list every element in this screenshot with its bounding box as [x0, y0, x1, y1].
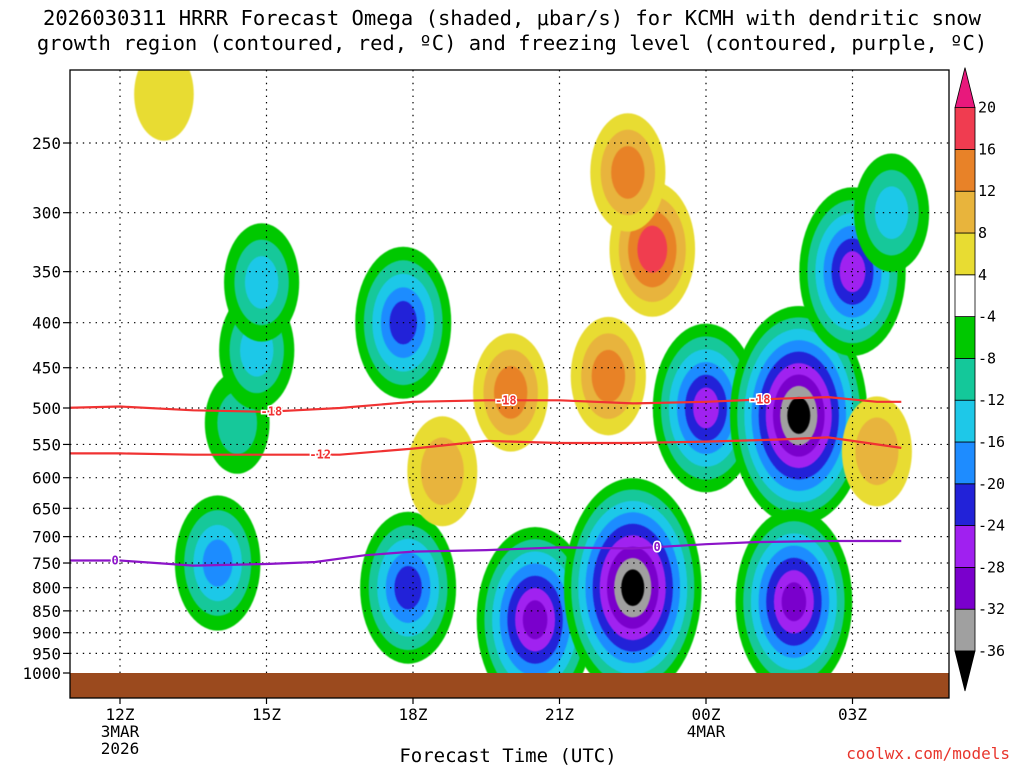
- x-tick-label-12Z: 12Z: [106, 705, 135, 724]
- omega-shading-11-3: [637, 225, 668, 273]
- omega-shading-13-8: [621, 569, 645, 606]
- x-tick-label-00Z: 00Z: [692, 705, 721, 724]
- y-tick-label-500: 500: [32, 399, 61, 418]
- colorbar-label-20: 20: [978, 99, 996, 117]
- colorbar-bin-2: [954, 567, 976, 610]
- x-tick-label-15Z: 15Z: [252, 705, 281, 724]
- y-tick-label-750: 750: [32, 554, 61, 573]
- omega-shading-3-2: [244, 256, 279, 309]
- colorbar-label--12: -12: [978, 391, 1005, 409]
- omega-shading-8-6: [522, 600, 548, 640]
- y-tick-label-450: 450: [32, 359, 61, 378]
- omega-shading-15-8: [787, 397, 811, 434]
- y-tick-label-950: 950: [32, 644, 61, 663]
- omega-shading-12-2: [611, 146, 645, 199]
- omega-shading-0-0: [134, 70, 194, 141]
- omega-shading-14-5: [693, 387, 719, 429]
- colorbar-label-12: 12: [978, 182, 996, 200]
- contour-label--18-2: -18: [749, 393, 771, 407]
- omega-shading-17-5: [839, 251, 866, 293]
- colorbar-label--20: -20: [978, 475, 1005, 493]
- y-tick-label-400: 400: [32, 314, 61, 333]
- x-tick-sublabel-12Z-1: 2026: [101, 739, 140, 758]
- colorbar-label--28: -28: [978, 558, 1005, 576]
- y-tick-label-700: 700: [32, 528, 61, 547]
- chart-title-line-1: 2026030311 HRRR Forecast Omega (shaded, …: [43, 6, 981, 30]
- colorbar-label--8: -8: [978, 349, 996, 367]
- y-tick-label-650: 650: [32, 499, 61, 518]
- y-tick-label-800: 800: [32, 579, 61, 598]
- y-tick-label-350: 350: [32, 263, 61, 282]
- omega-shading-6-4: [394, 565, 422, 610]
- colorbar-bin-11: [954, 190, 976, 234]
- colorbar-max-triangle: [954, 67, 976, 108]
- colorbar-label--4: -4: [978, 308, 996, 326]
- omega-shading-7-2: [493, 366, 528, 419]
- omega-shading-10-2: [591, 349, 626, 403]
- colorbar-bin-1: [954, 608, 976, 652]
- colorbar-label-16: 16: [978, 140, 996, 158]
- y-tick-label-550: 550: [32, 435, 61, 454]
- y-tick-label-850: 850: [32, 602, 61, 621]
- contour--12: [70, 436, 902, 456]
- colorbar-label--36: -36: [978, 642, 1005, 660]
- contour-label--18-1: -18: [495, 393, 517, 407]
- contour-label-0-0: 0: [111, 553, 118, 567]
- y-tick-label-1000: 1000: [22, 664, 61, 683]
- x-tick-sublabel-12Z-0: 3MAR: [101, 722, 140, 741]
- colorbar-label--24: -24: [978, 517, 1005, 535]
- site-credit: coolwx.com/models: [846, 744, 1010, 763]
- plot-frame: [69, 69, 950, 699]
- x-tick-label-18Z: 18Z: [399, 705, 428, 724]
- omega-shading-18-2: [874, 186, 909, 240]
- colorbar-bin-7: [954, 357, 976, 401]
- colorbar-bin-10: [954, 232, 976, 276]
- colorbar-bin-5: [954, 441, 976, 485]
- colorbar-bin-12: [954, 148, 976, 192]
- contour--18: [70, 395, 902, 413]
- chart-title-line-2: growth region (contoured, red, ºC) and f…: [36, 31, 988, 55]
- colorbar-label-4: 4: [978, 266, 987, 284]
- x-tick-label-21Z: 21Z: [545, 705, 574, 724]
- y-tick-label-600: 600: [32, 469, 61, 488]
- contour-label-0-1: 0: [654, 540, 661, 554]
- omega-shading-19-1: [855, 417, 899, 486]
- omega-shading-16-6: [781, 582, 807, 622]
- y-tick-label-250: 250: [32, 134, 61, 153]
- colorbar-label--16: -16: [978, 433, 1005, 451]
- contour-label--18-0: -18: [261, 405, 283, 419]
- colorbar-bin-6: [954, 399, 976, 443]
- y-tick-label-300: 300: [32, 204, 61, 223]
- omega-shading-9-1: [420, 437, 464, 506]
- contour-label--12-0: -12: [309, 448, 331, 462]
- ground-below-surface: [70, 673, 949, 698]
- colorbar-label-8: 8: [978, 224, 987, 242]
- contour-0: [70, 539, 902, 567]
- colorbar-bin-8: [954, 316, 976, 359]
- x-tick-label-03Z: 03Z: [838, 705, 867, 724]
- colorbar-bin-13: [954, 107, 976, 150]
- y-tick-label-900: 900: [32, 624, 61, 643]
- colorbar-bin-3: [954, 525, 976, 568]
- x-axis-title: Forecast Time (UTC): [399, 745, 617, 767]
- x-tick-sublabel-00Z-0: 4MAR: [687, 722, 726, 741]
- colorbar-bin-9: [954, 274, 976, 317]
- colorbar-label--32: -32: [978, 600, 1005, 618]
- colorbar-bin-4: [954, 483, 976, 526]
- colorbar-min-triangle: [954, 650, 976, 692]
